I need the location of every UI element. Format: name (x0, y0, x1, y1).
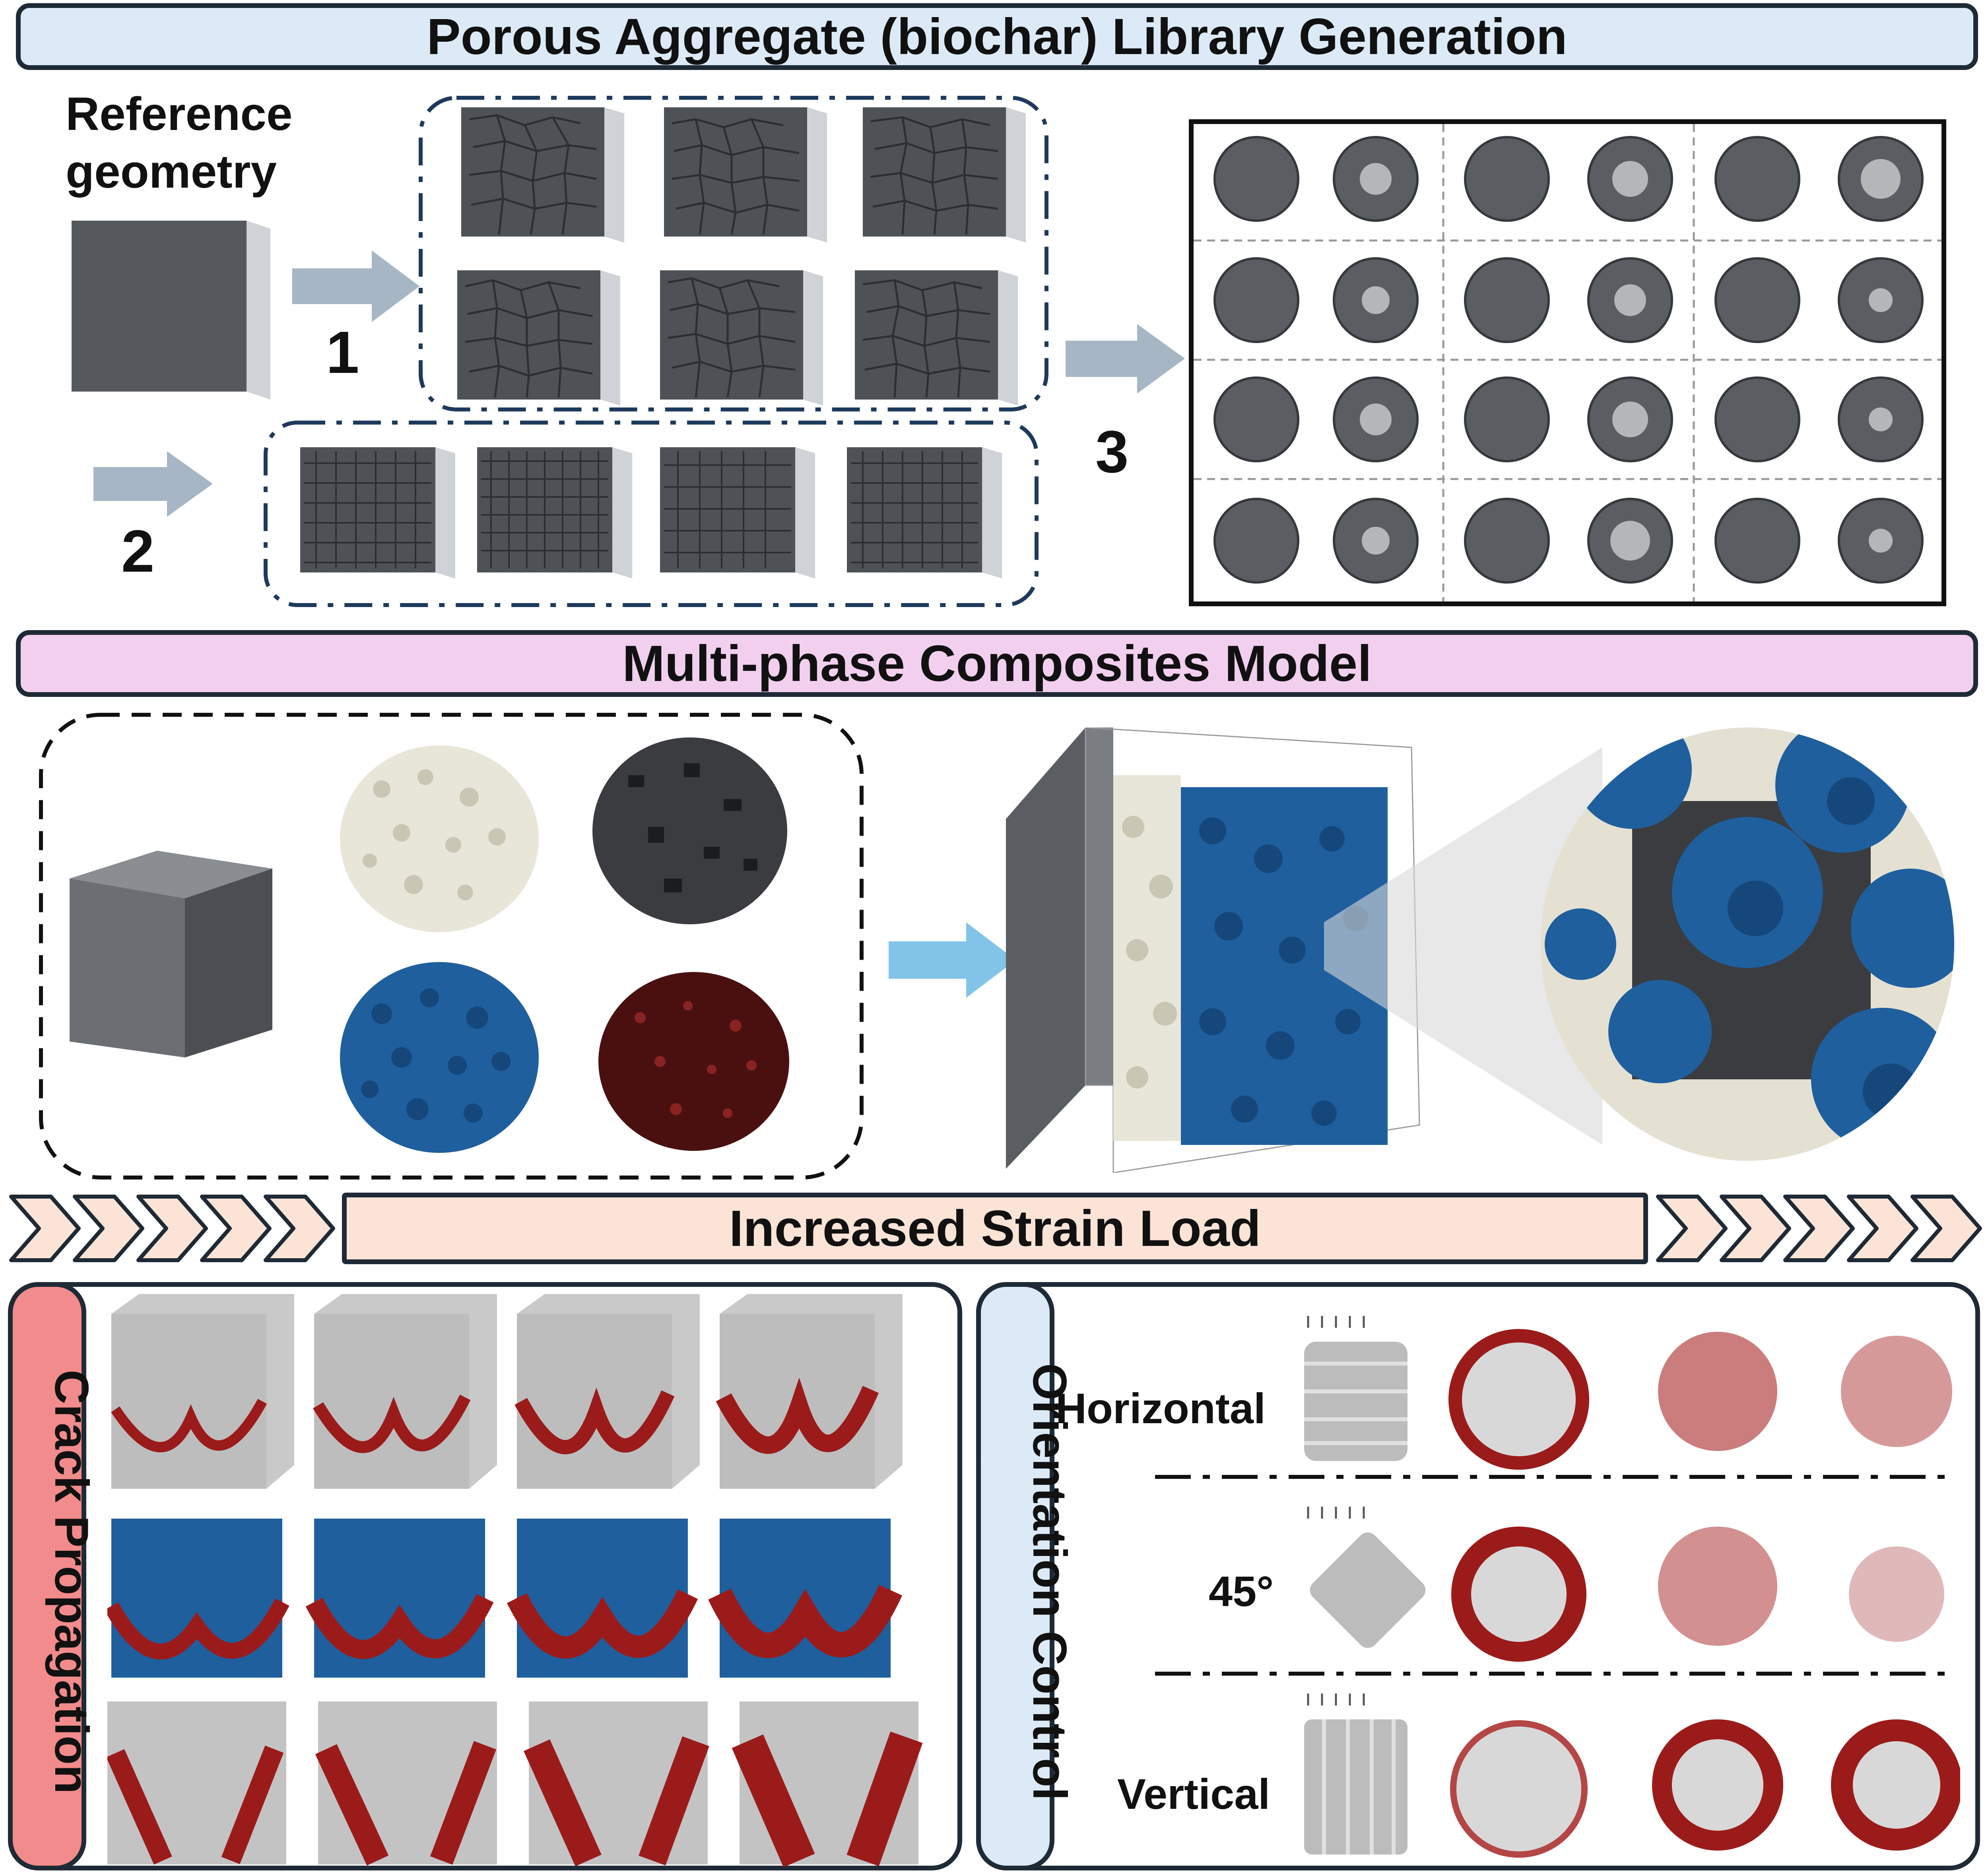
arrow-step3-icon (1066, 324, 1185, 394)
arrow-step2-icon (93, 451, 213, 517)
chevrons-left-icon (9, 1195, 335, 1262)
composites-section-title: Multi-phase Composites Model (622, 635, 1372, 692)
orientation-row-horizontal-label: Horizontal (1056, 1384, 1266, 1432)
orientation-45-row (1307, 1507, 1944, 1662)
crack-panel-title: Crack Propagation (45, 1370, 98, 1794)
step3-label: 3 (1095, 418, 1129, 485)
porous-cube-6 (855, 270, 1018, 405)
porous-cube-4 (457, 270, 620, 405)
graded-cube-1 (300, 447, 455, 578)
crack-cube-row-2 (107, 1519, 903, 1678)
reference-cube (72, 221, 270, 400)
orientation-row-45-label: 45° (1209, 1567, 1274, 1615)
reference-geometry-label: Reference geometry (66, 88, 293, 198)
porous-cube-3 (863, 107, 1026, 243)
arrow-step1-icon (292, 250, 419, 322)
crack-cube-row-1 (111, 1294, 903, 1489)
orientation-row-vertical-label: Vertical (1117, 1770, 1270, 1818)
sand-particles (340, 745, 539, 932)
orientation-vertical-row (1304, 1694, 1960, 1858)
composite-cube (1006, 728, 1420, 1173)
step1-label: 1 (326, 319, 359, 386)
graded-cube-2 (477, 447, 632, 578)
strain-section-banner: Increased Strain Load (342, 1193, 1648, 1264)
graded-cube-4 (847, 447, 1002, 578)
library-section-title: Porous Aggregate (biochar) Library Gener… (427, 8, 1567, 65)
variant-group-2 (264, 421, 1039, 607)
porous-cube-5 (660, 270, 823, 405)
porous-cube-1 (461, 107, 624, 243)
library-section-banner: Porous Aggregate (biochar) Library Gener… (16, 3, 1978, 70)
variant-group-1 (419, 96, 1048, 411)
zoomed-microstructure (1541, 728, 1954, 1161)
aggregate-particles (340, 962, 539, 1153)
orientation-horizontal-row (1304, 1316, 1952, 1470)
biochar-particles (592, 737, 787, 924)
biochar-library-grid (1189, 119, 1946, 606)
step2-label: 2 (121, 518, 155, 584)
graded-cube-3 (660, 447, 815, 578)
orientation-panel-title: Orientation Control (1023, 1363, 1076, 1800)
porous-cube-2 (664, 107, 827, 243)
crack-section-row-3 (107, 1701, 923, 1868)
zoom-wedge (1324, 747, 1602, 1145)
itz-particles (598, 972, 789, 1151)
arrow-assembly-icon (889, 922, 1016, 998)
composites-section-banner: Multi-phase Composites Model (16, 630, 1978, 697)
chevrons-right-icon (1656, 1195, 1982, 1262)
phase-components-group (39, 713, 864, 1180)
strain-section-title: Increased Strain Load (729, 1200, 1261, 1257)
